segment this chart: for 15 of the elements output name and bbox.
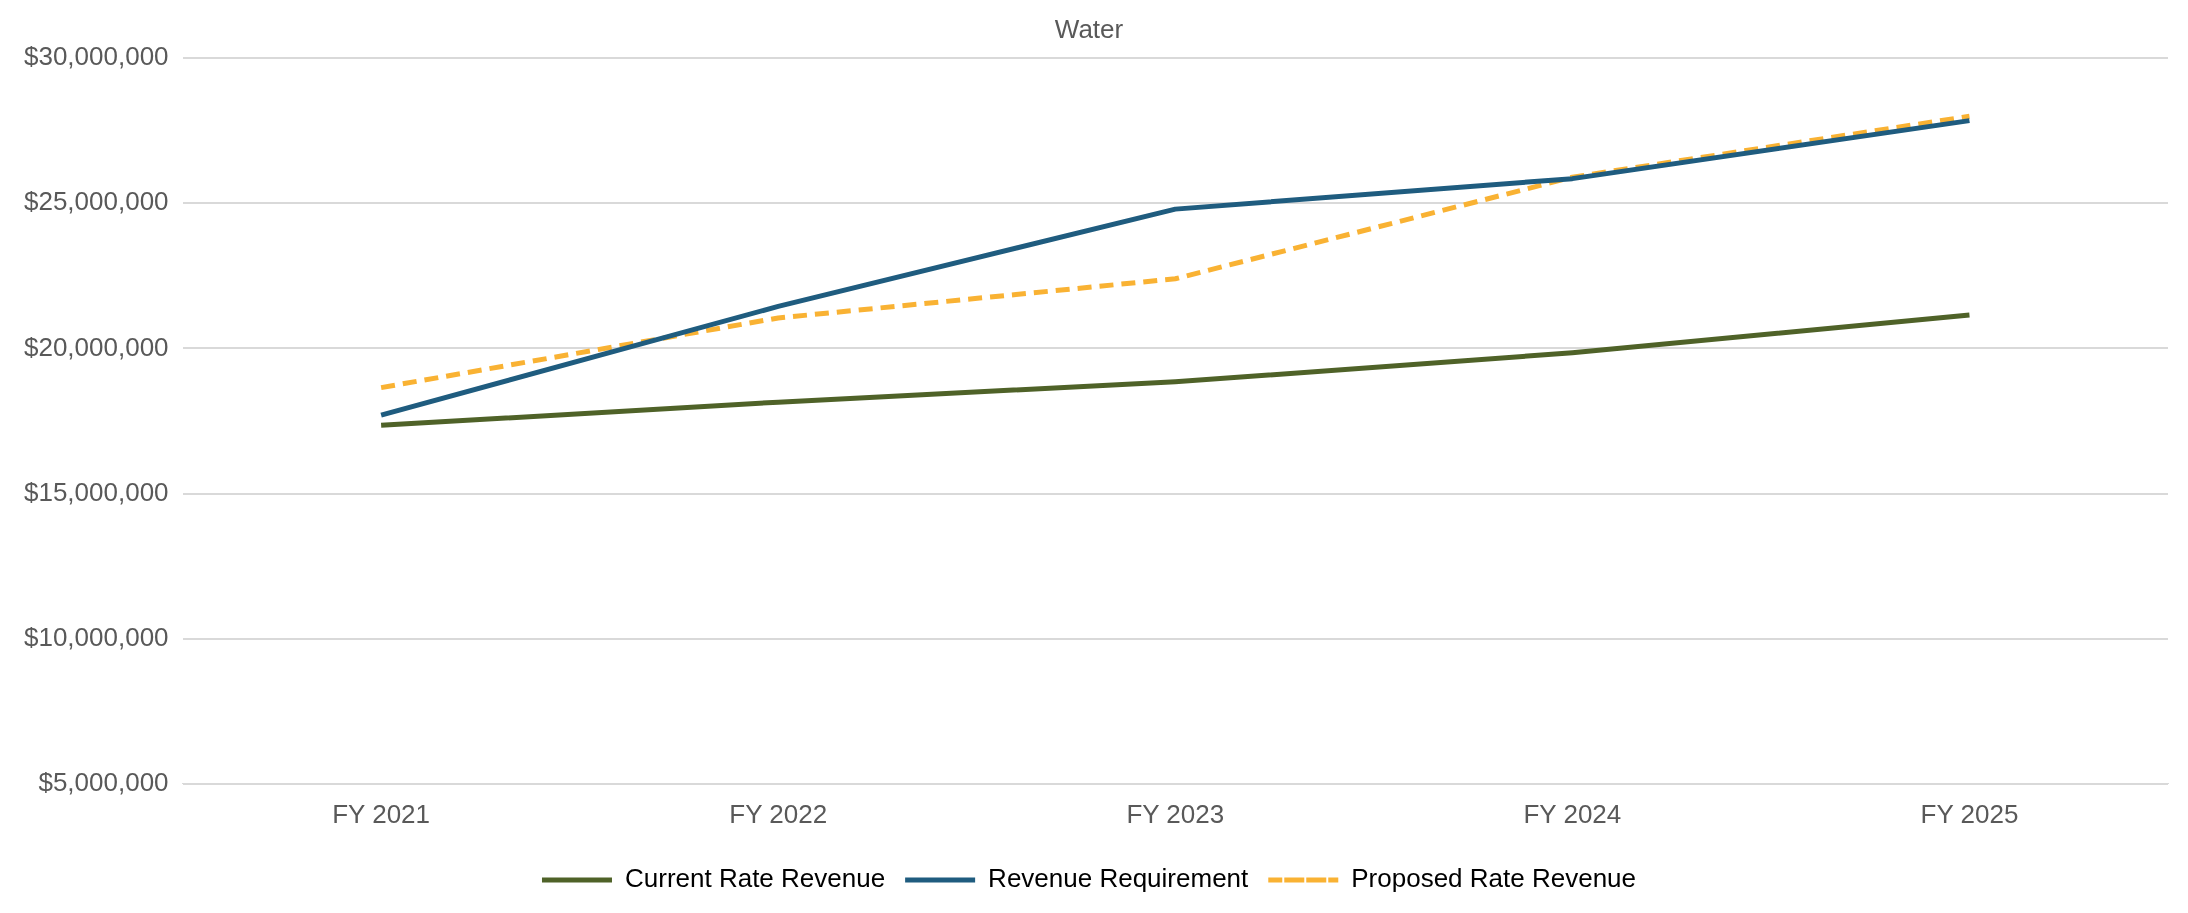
- x-tick-label: FY 2021: [332, 798, 431, 829]
- y-tick-label: $30,000,000: [23, 41, 169, 72]
- legend-label: Revenue Requirement: [988, 863, 1250, 894]
- y-tick-label: $5,000,000: [38, 766, 169, 797]
- legend-label: Current Rate Revenue: [624, 863, 886, 894]
- legend-label: Proposed Rate Revenue: [1351, 863, 1637, 894]
- x-tick-label: FY 2022: [729, 798, 828, 829]
- y-tick-label: $20,000,000: [23, 331, 169, 362]
- y-tick-label: $10,000,000: [23, 621, 169, 652]
- y-tick-label: $25,000,000: [23, 186, 169, 217]
- y-tick-label: $15,000,000: [23, 476, 169, 507]
- x-tick-label: FY 2024: [1523, 798, 1622, 829]
- x-tick-label: FY 2023: [1126, 798, 1225, 829]
- chart-title: Water: [1054, 13, 1124, 44]
- x-tick-label: FY 2025: [1920, 798, 2019, 829]
